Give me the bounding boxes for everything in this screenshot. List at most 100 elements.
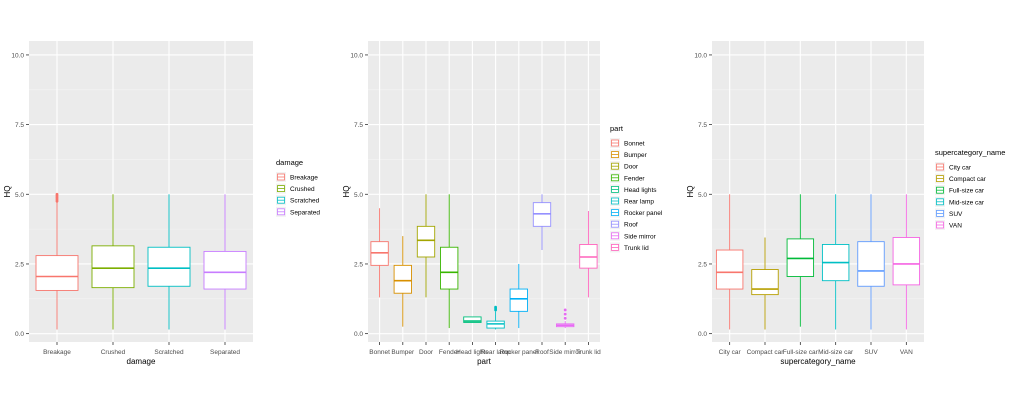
- boxplot-4: [440, 194, 459, 329]
- x-tick-label: Bumper: [391, 349, 415, 356]
- boxplot-4: [203, 194, 247, 330]
- legend-label: Roof: [624, 222, 638, 229]
- y-tick-label: 0.0: [354, 331, 363, 338]
- y-axis-title: HQ: [342, 186, 351, 198]
- outlier-point: [563, 316, 567, 320]
- boxplot-10: [579, 211, 598, 298]
- legend-key: [935, 173, 945, 184]
- box-iqr: [416, 225, 436, 258]
- boxplot-3: [786, 194, 815, 327]
- box-iqr: [857, 241, 885, 287]
- y-tick-label: 7.5: [354, 122, 363, 129]
- y-tick-label: 2.5: [354, 261, 363, 268]
- x-tick-label: Breakage: [43, 349, 71, 356]
- legend-label: Crushed: [290, 186, 315, 193]
- legend-label: Scratched: [290, 198, 320, 205]
- legend-label: Separated: [290, 209, 320, 216]
- legend-key: [276, 172, 286, 182]
- legend-key: [610, 207, 620, 218]
- legend-title: supercategory_name: [935, 148, 1005, 157]
- legend-label: Full-size car: [949, 188, 985, 195]
- legend: part Bonnet Bumper Door Fender Head lights Rea…: [610, 124, 663, 253]
- legend-key: [935, 196, 945, 207]
- x-tick-label: VAN: [900, 349, 913, 356]
- y-tick-label: 0.0: [15, 331, 24, 338]
- y-tick-label: 10.0: [694, 52, 707, 59]
- legend-label: Rocker panel: [624, 210, 663, 217]
- y-axis-title: HQ: [3, 186, 12, 198]
- x-tick-label: Mid-size car: [818, 349, 854, 356]
- legend-label: Side mirror: [624, 233, 657, 240]
- x-tick-label: Separated: [210, 349, 240, 356]
- x-tick-label: Scratched: [154, 349, 184, 356]
- boxplot-5: [857, 194, 885, 330]
- x-tick-label: Fender: [439, 349, 460, 356]
- boxplot-9: [556, 308, 575, 329]
- box-iqr: [463, 316, 482, 323]
- legend-label: SUV: [949, 211, 963, 218]
- y-tick-label: 10.0: [11, 52, 24, 59]
- legend: damage Breakage Crushed Scratched Separated: [276, 158, 320, 217]
- x-tick-label: Trunk lid: [576, 349, 601, 356]
- x-tick-label: Crushed: [101, 349, 126, 356]
- x-tick-label: Side mirror: [549, 349, 582, 356]
- box-iqr: [393, 264, 412, 294]
- x-tick-label: Head lights: [456, 349, 489, 356]
- legend-key: [935, 185, 945, 196]
- x-tick-label: City car: [719, 349, 742, 356]
- x-axis-title: part: [477, 357, 492, 366]
- x-tick-label: Rear lamp: [481, 349, 511, 356]
- legend-key: [610, 230, 620, 241]
- y-tick-label: 5.0: [698, 192, 707, 199]
- boxplot-4: [821, 194, 850, 330]
- legend-title: damage: [276, 158, 303, 167]
- boxplot-3: [147, 194, 191, 330]
- legend-label: Fender: [624, 175, 645, 182]
- plot-panel-background: [712, 41, 924, 342]
- plot-panel-background: [29, 41, 253, 342]
- legend-key: [935, 220, 945, 230]
- legend-label: Head lights: [624, 187, 657, 194]
- boxplot-2: [393, 236, 412, 327]
- boxplot-1: [715, 194, 744, 330]
- outlier-point: [563, 312, 567, 316]
- legend: supercategory_name City car Compact car Ful…: [935, 148, 1005, 230]
- box-iqr: [91, 245, 135, 289]
- boxplot-5: [463, 316, 482, 323]
- x-tick-label: Bonnet: [369, 349, 390, 356]
- box-iqr: [203, 250, 247, 290]
- legend-title: part: [610, 124, 624, 133]
- legend-label: VAN: [949, 223, 962, 230]
- outlier-point: [563, 308, 567, 312]
- legend-key: [610, 219, 620, 230]
- legend-label: Door: [624, 164, 639, 171]
- y-tick-label: 2.5: [698, 261, 707, 268]
- outlier-point: [494, 305, 497, 309]
- legend-key: [935, 162, 945, 172]
- legend-label: Bonnet: [624, 141, 645, 148]
- legend-key: [610, 184, 620, 195]
- box-iqr: [35, 255, 79, 291]
- x-axis-title: damage: [127, 357, 156, 366]
- outlier-point: [55, 192, 59, 196]
- legend-key: [935, 208, 945, 219]
- boxplot-2: [751, 237, 779, 330]
- x-tick-label: Rocker panel: [500, 349, 539, 356]
- x-axis-title: supercategory_name: [780, 357, 856, 366]
- y-axis-title: HQ: [686, 186, 695, 198]
- legend-key: [610, 161, 620, 172]
- x-tick-label: Roof: [535, 349, 549, 356]
- legend-label: City car: [949, 165, 972, 172]
- boxplot-7: [509, 263, 528, 329]
- box-iqr: [751, 269, 779, 296]
- y-tick-label: 5.0: [354, 192, 363, 199]
- y-tick-label: 2.5: [15, 261, 24, 268]
- legend-key: [610, 172, 620, 183]
- box-iqr: [715, 249, 744, 290]
- y-tick-label: 7.5: [698, 122, 707, 129]
- legend-key: [610, 196, 620, 206]
